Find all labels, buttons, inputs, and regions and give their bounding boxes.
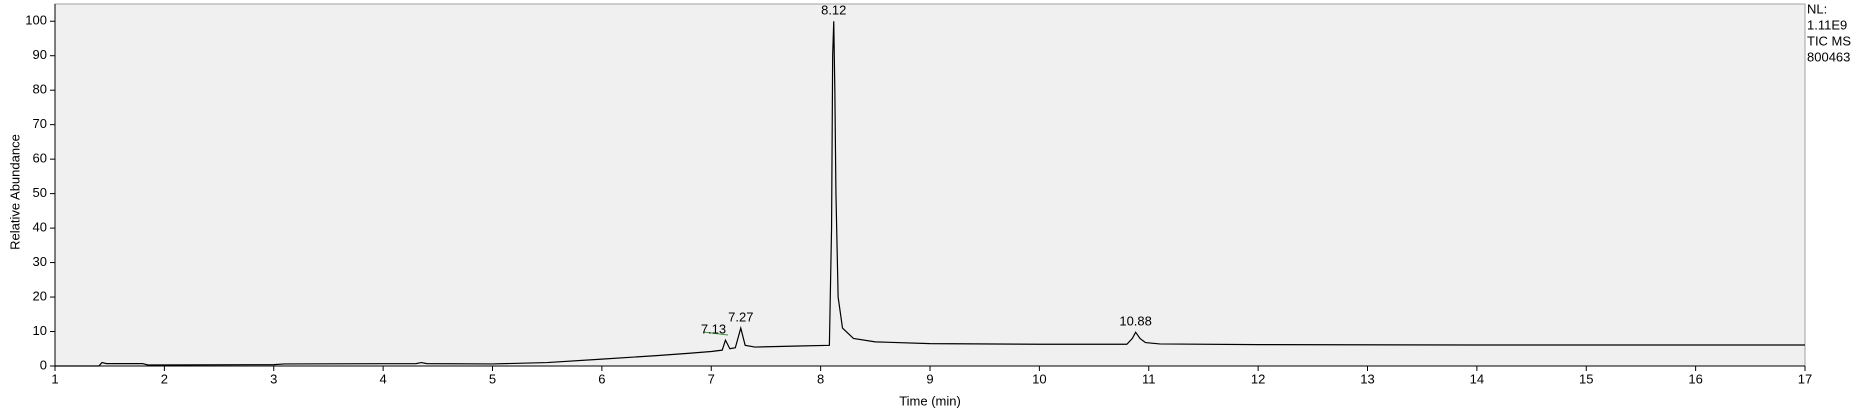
peak-label: 10.88 bbox=[1119, 314, 1152, 329]
y-tick-label: 80 bbox=[33, 82, 47, 97]
x-tick-label: 4 bbox=[380, 371, 387, 386]
x-tick-label: 6 bbox=[598, 371, 605, 386]
y-tick-label: 50 bbox=[33, 185, 47, 200]
x-tick-label: 11 bbox=[1142, 371, 1156, 386]
x-tick-label: 15 bbox=[1579, 371, 1593, 386]
info-text: 800463 bbox=[1807, 49, 1850, 64]
x-tick-label: 7 bbox=[708, 371, 715, 386]
y-tick-label: 10 bbox=[33, 323, 47, 338]
y-tick-label: 40 bbox=[33, 220, 47, 235]
y-tick-label: 70 bbox=[33, 116, 47, 131]
peak-marker bbox=[702, 331, 729, 336]
info-text: TIC MS bbox=[1807, 33, 1851, 48]
info-text: NL: bbox=[1807, 1, 1827, 16]
x-tick-label: 8 bbox=[817, 371, 824, 386]
peak-label: 8.12 bbox=[821, 3, 846, 18]
y-tick-label: 30 bbox=[33, 254, 47, 269]
plot-area bbox=[54, 3, 1806, 367]
y-tick-label: 20 bbox=[33, 288, 47, 303]
x-tick-label: 2 bbox=[161, 371, 168, 386]
x-tick-label: 16 bbox=[1688, 371, 1702, 386]
x-tick-label: 1 bbox=[51, 371, 58, 386]
y-tick-label: 60 bbox=[33, 151, 47, 166]
x-tick-label: 5 bbox=[489, 371, 496, 386]
y-axis-title: Relative Abundance bbox=[7, 134, 22, 250]
trace bbox=[55, 21, 1805, 367]
y-tick-label: 90 bbox=[33, 47, 47, 62]
x-tick-label: 3 bbox=[270, 371, 277, 386]
y-tick-label: 0 bbox=[40, 357, 47, 372]
info-text: 1.11E9 bbox=[1807, 17, 1847, 32]
x-tick-label: 9 bbox=[926, 371, 933, 386]
x-tick-label: 12 bbox=[1251, 371, 1265, 386]
y-tick-label: 100 bbox=[25, 13, 47, 28]
x-tick-label: 17 bbox=[1798, 371, 1812, 386]
x-tick-label: 10 bbox=[1032, 371, 1046, 386]
x-tick-label: 14 bbox=[1470, 371, 1484, 386]
x-axis-title: Time (min) bbox=[899, 393, 961, 408]
peak-label: 7.27 bbox=[728, 310, 753, 325]
x-tick-label: 13 bbox=[1360, 371, 1374, 386]
peak-label: 7.13 bbox=[701, 322, 726, 337]
